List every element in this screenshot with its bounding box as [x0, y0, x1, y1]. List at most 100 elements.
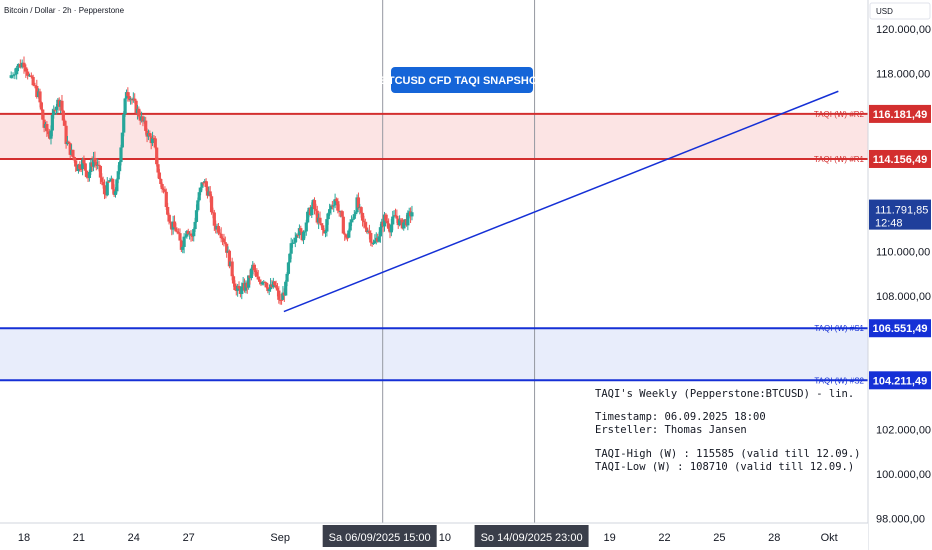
candle	[45, 121, 49, 137]
candle	[255, 268, 259, 277]
candle	[153, 136, 157, 150]
candle	[340, 209, 344, 218]
candle	[266, 283, 270, 294]
candle	[406, 210, 410, 231]
candle	[326, 212, 330, 225]
cursor-time-0: 15:00	[403, 532, 431, 544]
zone-1	[0, 328, 868, 381]
cursor-lines	[382, 0, 536, 523]
candle	[219, 227, 223, 243]
trendline[interactable]	[283, 90, 839, 313]
candle	[78, 161, 82, 172]
candle	[274, 280, 278, 290]
candle	[33, 82, 37, 89]
candle	[297, 224, 302, 239]
time-tick-8: 25	[713, 532, 725, 544]
time-tick-10: Okt	[821, 532, 838, 544]
time-tick-9: 28	[768, 532, 780, 544]
price-tick-4: 102.000,00	[876, 425, 931, 437]
candle	[166, 202, 170, 216]
candle	[182, 233, 186, 254]
candle	[363, 218, 367, 230]
candle	[20, 59, 24, 69]
candle	[120, 132, 124, 148]
annotation-low: TAQI-Low (W) : 108710 (valid till 12.09.…	[595, 461, 854, 473]
snapshot-callout[interactable]: BTCUSD CFD TAQI SNAPSHOT	[380, 67, 544, 93]
time-tick-1: 21	[73, 532, 85, 544]
candle	[39, 101, 43, 112]
levels-layer: TAQI (W) #R2 TAQI (W) #R1 TAQI (W) #S1 TAQI…	[0, 110, 868, 385]
cursor-date-1: So 14/09/2025	[481, 532, 553, 544]
candle	[160, 182, 164, 193]
candle	[155, 147, 159, 167]
time-tick-2: 24	[128, 532, 140, 544]
level-price-box-1	[869, 149, 931, 168]
candle	[222, 233, 226, 247]
candle	[286, 261, 291, 276]
candle	[119, 144, 123, 166]
candle	[192, 227, 196, 242]
candle	[256, 270, 260, 281]
candle	[249, 267, 253, 281]
time-tick-3: 27	[183, 532, 195, 544]
candle	[322, 228, 326, 234]
candle	[118, 160, 122, 175]
candle	[223, 236, 227, 245]
snapshot-callout-label: BTCUSD CFD TAQI SNAPSHOT	[380, 75, 544, 87]
candle	[15, 65, 19, 80]
candle	[27, 73, 32, 77]
zone-0	[0, 113, 868, 159]
candle	[178, 228, 182, 241]
level-price-box-2	[869, 319, 931, 338]
price-axis[interactable]: USD 120.000,00 118.000,00 110.000,00 108.00…	[867, 0, 932, 550]
candle	[352, 209, 356, 220]
candle	[344, 233, 348, 240]
candle	[284, 279, 288, 296]
candle	[22, 56, 26, 74]
candle	[122, 111, 126, 137]
candle	[16, 63, 21, 72]
time-tick-0: 18	[18, 532, 30, 544]
candle	[237, 281, 241, 289]
candle	[35, 79, 39, 99]
candle	[13, 68, 17, 80]
candle	[163, 186, 167, 193]
candle	[285, 272, 289, 287]
candle	[67, 140, 71, 144]
candle	[391, 210, 395, 231]
price-axis-ticks: 120.000,00 118.000,00 110.000,00 108.000,00…	[876, 24, 931, 526]
candle	[360, 212, 365, 227]
level-price-box-3	[869, 371, 931, 390]
candle	[9, 71, 13, 79]
candle	[260, 281, 264, 286]
time-axis[interactable]: 18 21 24 27 Sep 10 19 22 25 28 Okt Sa 06/09/2025 15…	[0, 522, 868, 550]
candle	[102, 179, 107, 200]
currency-box[interactable]	[869, 2, 931, 20]
candle	[301, 230, 306, 245]
candles-layer	[9, 56, 414, 305]
level-name-3: TAQI (W) #S2	[814, 376, 864, 385]
candle	[356, 192, 361, 210]
level-name-2: TAQI (W) #S1	[814, 324, 864, 333]
snapshot-callout-box	[391, 67, 533, 93]
chart-title: Bitcoin / Dollar · 2h · Pepperstone	[4, 6, 125, 15]
candle	[201, 182, 205, 186]
time-tick-5: 10	[439, 532, 451, 544]
candle	[289, 237, 293, 260]
time-tick-7: 22	[658, 532, 670, 544]
candle	[115, 178, 119, 194]
candle	[179, 239, 183, 253]
candle	[267, 288, 271, 296]
candle	[29, 72, 33, 79]
candle	[205, 181, 210, 199]
candle	[398, 215, 402, 227]
annotation-high: TAQI-High (W) : 115585 (valid till 12.09…	[595, 448, 861, 460]
trendline-layer[interactable]	[283, 90, 839, 313]
candle	[198, 187, 203, 196]
candle	[312, 197, 317, 215]
time-tick-4: Sep	[270, 532, 290, 544]
cursor-label-box-1	[474, 525, 589, 547]
time-axis-cursor-labels: Sa 06/09/2025 15:00 So 14/09/2025 23:00	[322, 525, 589, 547]
candle	[172, 215, 177, 228]
